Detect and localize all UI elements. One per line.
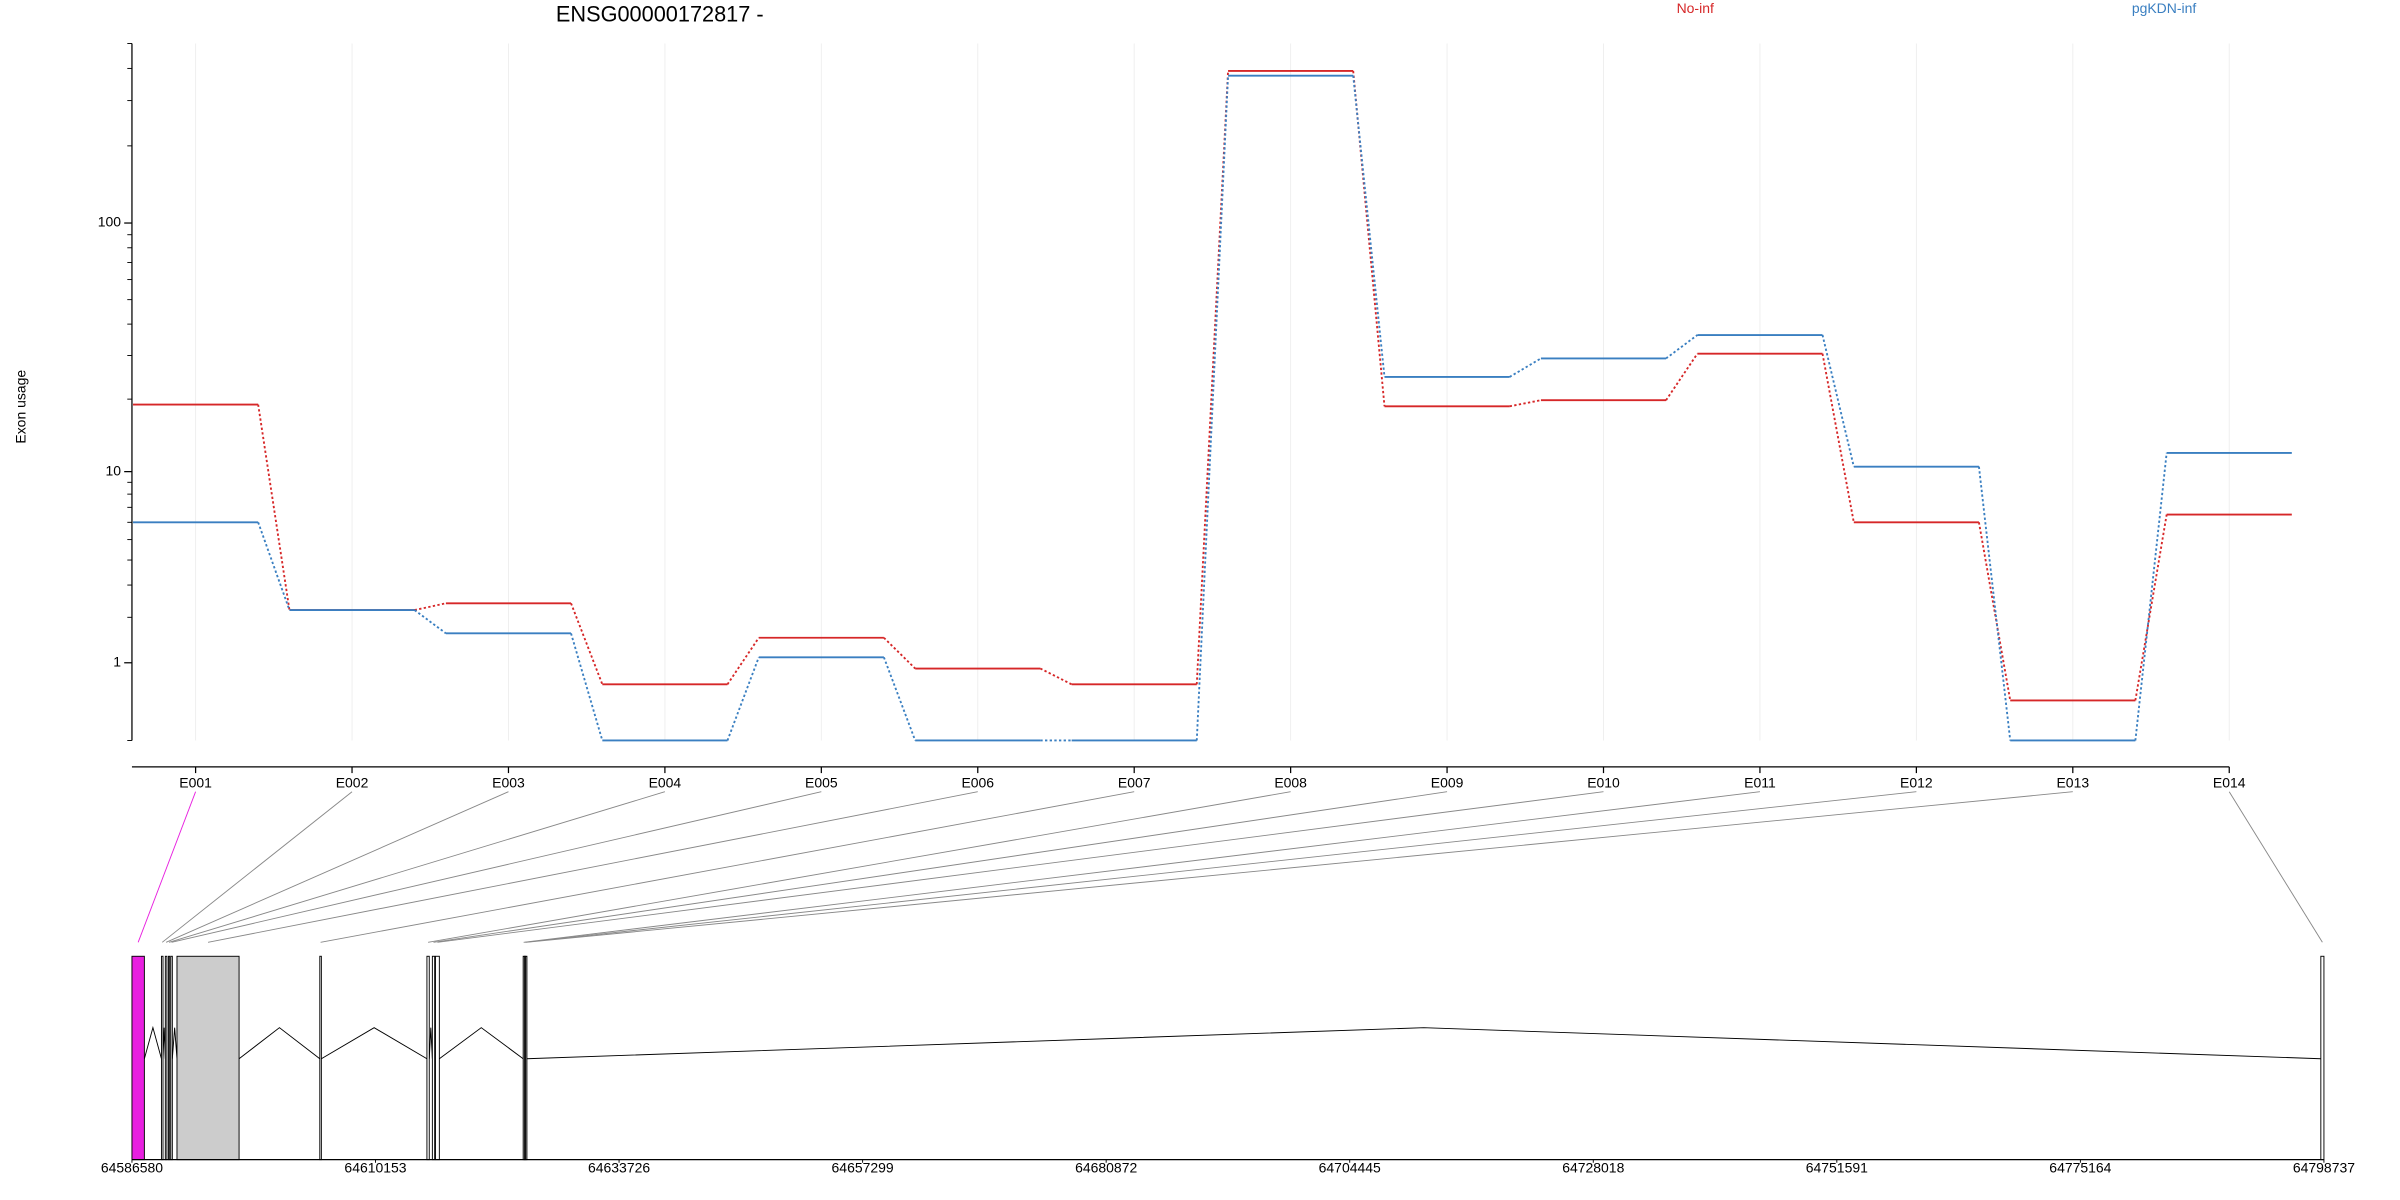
genome-tick-label: 64704445: [1319, 1160, 1381, 1176]
usage-connector: [1509, 357, 1542, 378]
x-tick-label: E001: [179, 775, 212, 791]
usage-connector: [1509, 399, 1542, 408]
x-tick-label: E010: [1587, 775, 1620, 791]
usage-connector: [726, 637, 760, 685]
exon-box: [167, 955, 171, 1161]
usage-connector: [1821, 353, 1855, 523]
intron: [321, 1027, 428, 1060]
usage-connector: [1352, 75, 1386, 378]
genome-tick-label: 64728018: [1562, 1160, 1624, 1176]
usage-connector: [1665, 334, 1698, 360]
genome-tick-label: 64610153: [344, 1160, 406, 1176]
intron: [238, 1027, 321, 1060]
x-tick-label: E011: [1744, 775, 1776, 791]
usage-connector: [414, 609, 447, 635]
usage-connector: [257, 404, 291, 611]
usage-connector: [257, 521, 291, 611]
exon-link: [526, 791, 2073, 943]
exon-box: [176, 955, 240, 1161]
usage-connector: [1821, 334, 1855, 467]
exon-link: [137, 791, 197, 943]
intron: [526, 1027, 2321, 1060]
usage-connector: [414, 602, 447, 611]
exon-link: [524, 791, 1917, 943]
usage-connector: [570, 633, 604, 741]
genome-tick-label: 64680872: [1075, 1160, 1137, 1176]
x-tick-label: E014: [2213, 775, 2246, 791]
legend-entry: No-inf: [1677, 0, 1714, 16]
exon-link: [437, 791, 1604, 943]
exon-box: [431, 955, 436, 1161]
intron: [143, 1025, 162, 1059]
x-tick-label: E007: [1118, 775, 1151, 791]
x-tick-label: E009: [1431, 775, 1464, 791]
usage-connector: [1039, 667, 1073, 686]
exon-box: [2320, 955, 2325, 1161]
exon-link: [161, 791, 353, 943]
genome-tick-label: 64657299: [832, 1160, 894, 1176]
exon-link: [433, 791, 1448, 943]
usage-connector: [1978, 466, 2012, 741]
x-tick-label: E006: [961, 775, 994, 791]
usage-connector: [1195, 75, 1229, 741]
y-tick-label: 100: [98, 214, 122, 230]
genome-tick-label: 64633726: [588, 1160, 650, 1176]
usage-connector: [726, 656, 760, 741]
exon-box: [170, 955, 173, 1161]
intron: [439, 1027, 524, 1060]
genome-tick-label: 64586580: [101, 1160, 163, 1176]
exon-link: [320, 791, 1135, 943]
exon-link: [207, 791, 978, 943]
exon-box: [164, 955, 168, 1161]
exon-box: [131, 955, 145, 1161]
y-tick-label: 1: [113, 653, 121, 669]
usage-connector: [1665, 353, 1699, 401]
intron: [428, 1027, 433, 1059]
usage-connector: [570, 602, 604, 685]
intron: [171, 1027, 178, 1059]
genome-tick-label: 64775164: [2049, 1160, 2111, 1176]
chart-title: ENSG00000172817 -: [556, 1, 764, 26]
usage-connector: [1352, 70, 1386, 407]
exon-link: [428, 791, 1291, 943]
genome-tick-label: 64798737: [2293, 1160, 2355, 1176]
exon-box: [160, 955, 164, 1161]
exon-link: [2228, 791, 2323, 943]
exon-link: [165, 791, 509, 943]
exon-box: [426, 955, 430, 1161]
exon-link: [168, 791, 666, 943]
genome-tick-label: 64751591: [1806, 1160, 1868, 1176]
exon-box: [525, 955, 528, 1161]
x-tick-label: E005: [805, 775, 838, 791]
exon-link: [523, 791, 1760, 943]
usage-connector: [2134, 452, 2168, 741]
usage-connector: [883, 637, 916, 670]
x-tick-label: E004: [649, 775, 682, 791]
x-tick-label: E003: [492, 775, 525, 791]
usage-connector: [883, 656, 917, 741]
exon-link: [171, 791, 822, 943]
x-tick-label: E013: [2056, 775, 2089, 791]
x-tick-label: E012: [1900, 775, 1933, 791]
x-tick-label: E002: [336, 775, 369, 791]
y-axis-label: Exon usage: [12, 370, 28, 444]
exon-box: [434, 955, 440, 1161]
exon-box: [319, 955, 322, 1161]
x-tick-label: E008: [1274, 775, 1307, 791]
y-tick-label: 10: [106, 462, 122, 478]
usage-connector: [2134, 514, 2168, 701]
legend-entry: pgKDN-inf: [2132, 0, 2197, 16]
